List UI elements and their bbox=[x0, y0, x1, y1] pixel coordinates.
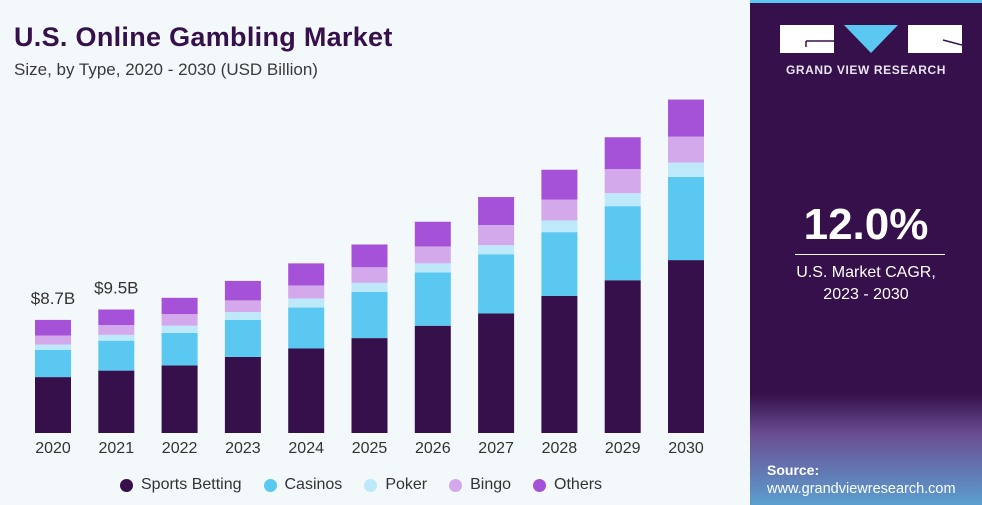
bar-segment-poker-2025 bbox=[351, 282, 388, 292]
bar-segment-sports-betting-2029 bbox=[604, 280, 641, 433]
source-url[interactable]: www.grandviewresearch.com bbox=[767, 481, 956, 497]
bar-segment-sports-betting-2024 bbox=[288, 348, 325, 433]
bar-segment-bingo-2025 bbox=[351, 267, 388, 283]
legend-swatch-icon bbox=[364, 478, 378, 492]
x-tick-label: 2024 bbox=[288, 440, 324, 457]
cagr-label-line1: U.S. Market CAGR, bbox=[796, 264, 936, 281]
bar-segment-others-2023 bbox=[224, 280, 261, 301]
bar-segment-others-2021 bbox=[98, 309, 135, 326]
bar-segment-casinos-2028 bbox=[541, 232, 578, 296]
bar-segment-poker-2022 bbox=[161, 325, 198, 333]
x-tick-label: 2030 bbox=[668, 440, 704, 457]
legend-label: Bingo bbox=[470, 476, 512, 493]
bar-segment-sports-betting-2025 bbox=[351, 338, 388, 433]
x-tick-label: 2027 bbox=[478, 440, 514, 457]
data-label: $8.7B bbox=[31, 289, 75, 308]
legend-swatch-icon bbox=[263, 478, 277, 492]
legend-label: Poker bbox=[385, 476, 428, 493]
bar-segment-poker-2021 bbox=[98, 334, 135, 341]
x-tick-label: 2029 bbox=[605, 440, 641, 457]
bar-segment-casinos-2029 bbox=[604, 206, 641, 281]
legend-swatch-icon bbox=[533, 478, 547, 492]
bar-segment-casinos-2026 bbox=[414, 272, 451, 326]
bar-segment-bingo-2029 bbox=[604, 169, 641, 194]
legend-label: Casinos bbox=[284, 476, 343, 493]
bar-segment-others-2030 bbox=[668, 99, 704, 137]
chart-subtitle: Size, by Type, 2020 - 2030 (USD Billion) bbox=[14, 60, 318, 79]
bar-segment-casinos-2023 bbox=[224, 319, 261, 357]
bar-segment-poker-2028 bbox=[541, 220, 578, 233]
x-tick-label: 2020 bbox=[35, 440, 71, 457]
bar-segment-casinos-2027 bbox=[478, 254, 515, 314]
bar-segment-poker-2029 bbox=[604, 193, 641, 207]
bar-segment-others-2027 bbox=[478, 197, 515, 225]
accent-line bbox=[750, 0, 982, 3]
chart-title: U.S. Online Gambling Market bbox=[14, 22, 393, 52]
stacked-bar-chart: 2020 $8.7B 2021 $9.5B 2022 2023 2024 2025 2026 20… bbox=[31, 99, 704, 457]
x-tick-label: 2025 bbox=[352, 440, 388, 457]
bar-segment-sports-betting-2028 bbox=[541, 295, 578, 433]
bar-segment-casinos-2024 bbox=[288, 307, 325, 349]
bar-segment-sports-betting-2023 bbox=[224, 356, 261, 433]
bar-segment-poker-2030 bbox=[668, 162, 704, 177]
bar-segment-bingo-2020 bbox=[35, 335, 71, 345]
bar-segment-sports-betting-2027 bbox=[478, 313, 515, 433]
legend-item: Bingo bbox=[449, 476, 511, 494]
source-label: Source: bbox=[767, 462, 820, 478]
legend-item: Others bbox=[533, 476, 602, 494]
bar-segment-others-2029 bbox=[604, 137, 641, 170]
bar-segment-poker-2020 bbox=[35, 344, 71, 350]
bar-segment-casinos-2025 bbox=[351, 291, 388, 339]
bar-segment-casinos-2020 bbox=[35, 349, 71, 378]
bar-segment-bingo-2021 bbox=[98, 325, 135, 335]
legend-label: Sports Betting bbox=[141, 476, 242, 493]
divider bbox=[795, 254, 945, 255]
x-tick-label: 2023 bbox=[225, 440, 261, 457]
bar-segment-sports-betting-2030 bbox=[668, 260, 704, 433]
bar-segment-others-2026 bbox=[414, 221, 451, 247]
bar-segment-bingo-2024 bbox=[288, 285, 325, 299]
legend-item: Casinos bbox=[263, 476, 343, 494]
cagr-value: 12.0% bbox=[803, 200, 929, 249]
bar-segment-others-2020 bbox=[35, 319, 71, 336]
bar-segment-bingo-2022 bbox=[161, 314, 198, 326]
bar-segment-casinos-2022 bbox=[161, 332, 198, 366]
bar-segment-bingo-2028 bbox=[541, 199, 578, 221]
bar-segment-casinos-2030 bbox=[668, 176, 704, 261]
bar-segment-casinos-2021 bbox=[98, 340, 135, 371]
bar-segment-bingo-2030 bbox=[668, 136, 704, 163]
legend-swatch-icon bbox=[449, 478, 463, 492]
bar-segment-poker-2026 bbox=[414, 263, 451, 273]
bar-segment-others-2025 bbox=[351, 244, 388, 268]
cagr-label-line2: 2023 - 2030 bbox=[823, 286, 909, 303]
info-panel: GRAND VIEW RESEARCH 12.0% U.S. Market CA… bbox=[750, 0, 982, 505]
bar-segment-others-2024 bbox=[288, 263, 325, 286]
bar-segment-poker-2027 bbox=[478, 245, 515, 255]
legend-item: Poker bbox=[364, 476, 427, 494]
legend-item: Sports Betting bbox=[120, 476, 242, 494]
chart-area: U.S. Online Gambling Market Size, by Typ… bbox=[14, 22, 704, 494]
legend-label: Others bbox=[554, 476, 603, 493]
data-label: $9.5B bbox=[94, 279, 138, 298]
x-tick-label: 2028 bbox=[542, 440, 578, 457]
bar-segment-sports-betting-2020 bbox=[35, 377, 71, 433]
cagr-label: U.S. Market CAGR, 2023 - 2030 bbox=[750, 262, 982, 306]
bar-segment-poker-2023 bbox=[224, 312, 261, 320]
x-tick-label: 2026 bbox=[415, 440, 451, 457]
bar-segment-bingo-2027 bbox=[478, 225, 515, 246]
bar-segment-sports-betting-2021 bbox=[98, 370, 135, 433]
x-tick-label: 2021 bbox=[99, 440, 135, 457]
legend-swatch-icon bbox=[120, 478, 133, 492]
bar-segment-bingo-2023 bbox=[224, 300, 261, 313]
brand-name: GRAND VIEW RESEARCH bbox=[785, 63, 947, 77]
bar-segment-others-2022 bbox=[161, 297, 198, 315]
bar-segment-sports-betting-2026 bbox=[414, 325, 451, 433]
bar-segment-bingo-2026 bbox=[414, 246, 451, 264]
legend: Sports Betting Casinos Poker Bingo Others bbox=[120, 476, 602, 494]
bar-segment-others-2028 bbox=[541, 169, 578, 200]
bar-segment-poker-2024 bbox=[288, 298, 325, 308]
grand-view-research-logo-icon bbox=[780, 25, 962, 53]
bar-segment-sports-betting-2022 bbox=[161, 365, 198, 433]
x-tick-label: 2022 bbox=[162, 440, 198, 457]
